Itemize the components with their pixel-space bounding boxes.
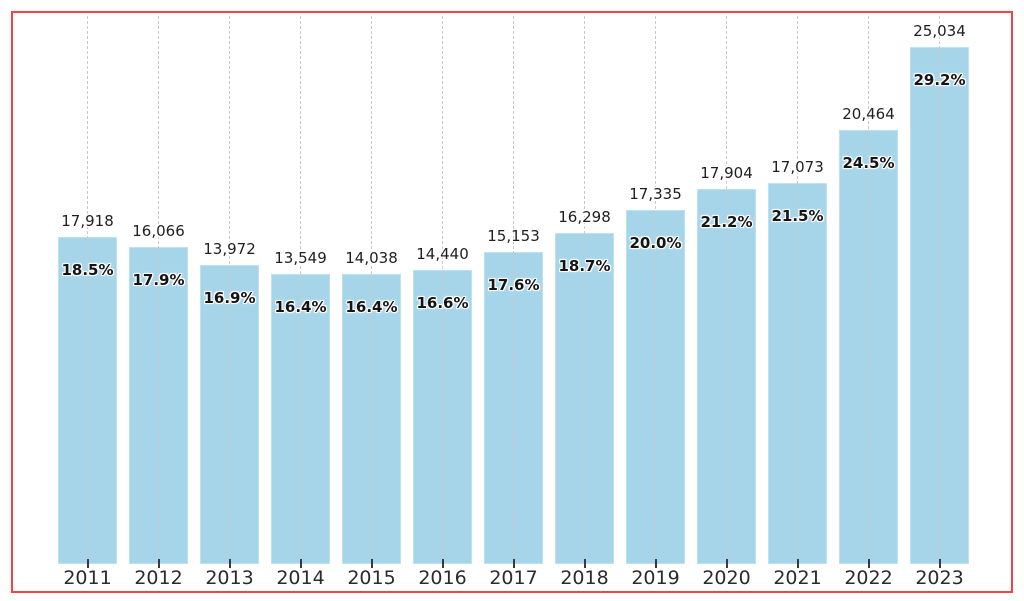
bar-pct-label: 21.2% bbox=[700, 213, 753, 231]
x-tick-label: 2017 bbox=[489, 567, 538, 589]
x-axis-tick bbox=[442, 559, 444, 568]
gridline bbox=[229, 16, 230, 564]
x-tick-label: 2015 bbox=[347, 567, 396, 589]
x-axis-tick bbox=[868, 559, 870, 568]
bar-pct-label: 20.0% bbox=[629, 234, 682, 252]
bar-chart: 17,918 18.5% 2011 16,066 17.9% 2012 13,972 16.9… bbox=[52, 0, 975, 589]
gridline bbox=[442, 16, 443, 564]
x-tick-label: 2019 bbox=[631, 567, 680, 589]
x-tick-label: 2012 bbox=[134, 567, 183, 589]
bar-value-label: 14,440 bbox=[416, 245, 469, 263]
bar-value-label: 17,335 bbox=[629, 185, 682, 203]
bar-column: 20,464 24.5% 2022 bbox=[833, 0, 904, 589]
bar-value-label: 17,904 bbox=[700, 164, 753, 182]
x-axis-tick bbox=[797, 559, 799, 568]
gridline bbox=[371, 16, 372, 564]
x-axis-tick bbox=[158, 559, 160, 568]
bar-value-label: 16,298 bbox=[558, 208, 611, 226]
bar-column: 13,972 16.9% 2013 bbox=[194, 0, 265, 589]
x-tick-label: 2023 bbox=[915, 567, 964, 589]
bar-pct-label: 17.9% bbox=[132, 271, 185, 289]
bar-value-label: 20,464 bbox=[842, 105, 895, 123]
bar-column: 15,153 17.6% 2017 bbox=[478, 0, 549, 589]
gridline bbox=[797, 16, 798, 564]
bar-pct-label: 24.5% bbox=[842, 154, 895, 172]
x-tick-label: 2022 bbox=[844, 567, 893, 589]
x-tick-label: 2011 bbox=[63, 567, 112, 589]
bar-pct-label: 16.4% bbox=[274, 298, 327, 316]
x-axis-tick bbox=[229, 559, 231, 568]
bar-value-label: 13,549 bbox=[274, 249, 327, 267]
bar-value-label: 14,038 bbox=[345, 249, 398, 267]
bar-column: 14,440 16.6% 2016 bbox=[407, 0, 478, 589]
bar-pct-label: 18.7% bbox=[558, 257, 611, 275]
bar-pct-label: 18.5% bbox=[61, 261, 114, 279]
x-axis-tick bbox=[939, 559, 941, 568]
bar-pct-label: 17.6% bbox=[487, 276, 540, 294]
gridline bbox=[513, 16, 514, 564]
bar-column: 16,066 17.9% 2012 bbox=[123, 0, 194, 589]
x-tick-label: 2016 bbox=[418, 567, 467, 589]
bar-pct-label: 16.6% bbox=[416, 294, 469, 312]
gridline bbox=[158, 16, 159, 564]
bar-column: 14,038 16.4% 2015 bbox=[336, 0, 407, 589]
bar-column: 17,918 18.5% 2011 bbox=[52, 0, 123, 589]
bar-value-label: 25,034 bbox=[913, 22, 966, 40]
bar-value-label: 16,066 bbox=[132, 222, 185, 240]
bar-value-label: 13,972 bbox=[203, 240, 256, 258]
x-axis-tick bbox=[726, 559, 728, 568]
bar-pct-label: 21.5% bbox=[771, 207, 824, 225]
bar-column: 16,298 18.7% 2018 bbox=[549, 0, 620, 589]
x-axis-tick bbox=[513, 559, 515, 568]
x-tick-label: 2021 bbox=[773, 567, 822, 589]
bar-value-label: 17,918 bbox=[61, 212, 114, 230]
bar-pct-label: 16.9% bbox=[203, 289, 256, 307]
bar-column: 13,549 16.4% 2014 bbox=[265, 0, 336, 589]
bar-pct-label: 16.4% bbox=[345, 298, 398, 316]
gridline bbox=[87, 16, 88, 564]
bar-column: 17,904 21.2% 2020 bbox=[691, 0, 762, 589]
x-axis-tick bbox=[300, 559, 302, 568]
bar-value-label: 15,153 bbox=[487, 227, 540, 245]
bar-value-label: 17,073 bbox=[771, 158, 824, 176]
bar-column: 17,073 21.5% 2021 bbox=[762, 0, 833, 589]
bar-pct-label: 29.2% bbox=[913, 71, 966, 89]
gridline bbox=[939, 16, 940, 564]
x-axis-tick bbox=[87, 559, 89, 568]
gridline bbox=[584, 16, 585, 564]
gridline bbox=[300, 16, 301, 564]
x-axis-tick bbox=[655, 559, 657, 568]
x-axis-tick bbox=[371, 559, 373, 568]
gridline bbox=[655, 16, 656, 564]
gridline bbox=[868, 16, 869, 564]
x-tick-label: 2018 bbox=[560, 567, 609, 589]
x-tick-label: 2013 bbox=[205, 567, 254, 589]
bar-column: 17,335 20.0% 2019 bbox=[620, 0, 691, 589]
gridline bbox=[726, 16, 727, 564]
bar-column: 25,034 29.2% 2023 bbox=[904, 0, 975, 589]
x-axis-tick bbox=[584, 559, 586, 568]
x-tick-label: 2014 bbox=[276, 567, 325, 589]
x-tick-label: 2020 bbox=[702, 567, 751, 589]
